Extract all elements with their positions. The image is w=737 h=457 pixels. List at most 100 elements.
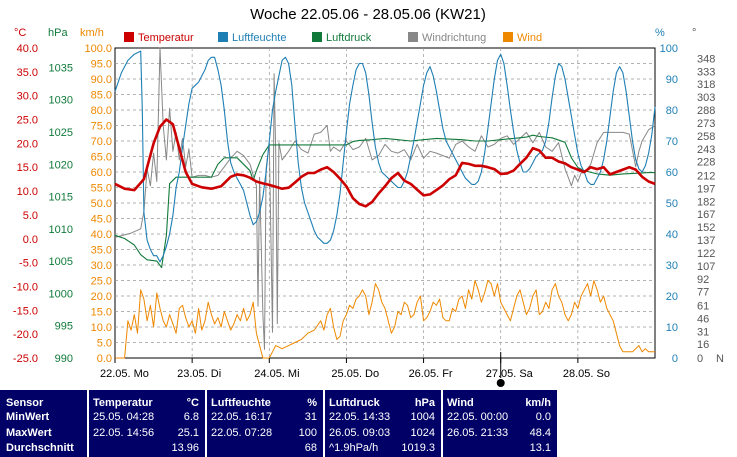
- direction-tick-10: 197: [697, 183, 715, 195]
- legend-swatch-1: [218, 32, 228, 42]
- stats-label-min: MinWert: [6, 411, 50, 423]
- pressure-tick-6: 1005: [49, 256, 73, 268]
- x-label-2: 24.05. Mi: [254, 368, 299, 380]
- humidity-tick-1: 90: [666, 74, 678, 86]
- x-label-1: 23.05. Di: [177, 368, 221, 380]
- wind-tick-9: 55.0: [91, 183, 112, 195]
- humidity-tick-5: 50: [666, 198, 678, 210]
- legend-label-4: Wind: [517, 32, 542, 44]
- temperature-tick-6: 10.0: [17, 186, 38, 198]
- direction-tick-14: 137: [697, 235, 715, 247]
- stats-pressure-trend: ^1.9hPa/h: [329, 442, 379, 454]
- stats-temperature-max-value: 25.1: [177, 427, 199, 439]
- stats-humidity-panel: Luftfeuchte% 22.05. 16:17 31 22.05. 07:28…: [207, 390, 323, 457]
- stats-wind-min-time: 22.05. 00:00: [447, 411, 509, 423]
- stats-temperature-title: Temperatur: [93, 397, 153, 409]
- wind-tick-19: 5.0: [97, 338, 112, 350]
- temperature-tick-9: -5.0: [19, 258, 38, 270]
- pressure-tick-5: 1010: [49, 224, 73, 236]
- humidity-tick-0: 100: [660, 43, 678, 55]
- humidity-tick-4: 60: [666, 167, 678, 179]
- direction-tick-1: 333: [697, 66, 715, 78]
- wind-tick-6: 70.0: [91, 136, 112, 148]
- direction-tick-13: 152: [697, 222, 715, 234]
- wind-tick-14: 30.0: [91, 260, 112, 272]
- stats-temperature-min-value: 6.8: [183, 411, 199, 423]
- stats-humidity-title: Luftfeuchte: [211, 397, 271, 409]
- stats-humidity-avg-value: 68: [304, 442, 317, 454]
- temperature-tick-8: 0.0: [23, 234, 38, 246]
- stats-pressure-min-time: 22.05. 14:33: [329, 411, 391, 423]
- wind-tick-18: 10.0: [91, 322, 112, 334]
- temperature-tick-12: -20.0: [13, 329, 38, 341]
- stats-pressure-avg-value: 1019.3: [401, 442, 435, 454]
- stats-humidity-min-time: 22.05. 16:17: [211, 411, 273, 423]
- stats-pressure-panel: Luftdruck hPa 22.05. 14:33 1004 26.05. 09:…: [325, 390, 441, 457]
- temperature-tick-5: 15.0: [17, 162, 38, 174]
- humidity-tick-9: 10: [666, 322, 678, 334]
- wind-tick-8: 60.0: [91, 167, 112, 179]
- legend-swatch-4: [503, 32, 513, 42]
- direction-tick-22: 16: [697, 339, 709, 351]
- legend-label-0: Temperatur: [138, 32, 194, 44]
- humidity-tick-8: 20: [666, 291, 678, 303]
- stats-pressure-title: Luftdruck: [329, 397, 380, 409]
- direction-tick-11: 182: [697, 196, 715, 208]
- series-temperatur: [114, 118, 656, 208]
- direction-tick-15: 122: [697, 248, 715, 260]
- legend-swatch-2: [312, 32, 322, 42]
- pressure-tick-4: 1015: [49, 192, 73, 204]
- stats-pressure-min-value: 1004: [410, 411, 435, 423]
- wind-tick-3: 85.0: [91, 90, 112, 102]
- wind-tick-2: 90.0: [91, 74, 112, 86]
- temperature-tick-3: 25.0: [17, 115, 38, 127]
- weather-chart: Woche 22.05.06 - 28.05.06 (KW21) Tempera…: [13, 6, 724, 387]
- wind-tick-5: 75.0: [91, 121, 112, 133]
- direction-tick-8: 228: [697, 157, 715, 169]
- direction-tick-6: 258: [697, 131, 715, 143]
- stats-wind-min-value: 0.0: [535, 411, 551, 423]
- wind-tick-0: 100.0: [84, 43, 112, 55]
- stats-label-max: MaxWert: [6, 427, 52, 439]
- direction-tick-7: 243: [697, 144, 715, 156]
- x-label-5: 27.05. Sa: [486, 368, 534, 380]
- temperature-tick-2: 30.0: [17, 91, 38, 103]
- stats-wind-max-value: 48.4: [529, 427, 551, 439]
- legend-label-2: Luftdruck: [326, 32, 372, 44]
- direction-tick-4: 288: [697, 105, 715, 117]
- unit-temperature: °C: [14, 27, 26, 39]
- unit-wind: km/h: [80, 27, 104, 39]
- wind-tick-7: 65.0: [91, 152, 112, 164]
- unit-humidity: %: [655, 27, 665, 39]
- stats-temperature-min-time: 25.05. 04:28: [93, 411, 155, 423]
- chart-title: Woche 22.05.06 - 28.05.06 (KW21): [250, 6, 486, 23]
- stats-sensor-panel: Sensor MinWert MaxWert Durchschnitt: [0, 390, 87, 457]
- pressure-tick-1: 1030: [49, 95, 73, 107]
- unit-direction: °: [692, 27, 696, 39]
- direction-tick-2: 318: [697, 79, 715, 91]
- gridlines: [115, 48, 655, 358]
- wind-tick-20: 0.0: [97, 353, 112, 365]
- humidity-tick-10: 0: [672, 353, 678, 365]
- stats-temperature-max-time: 22.05. 14:56: [93, 427, 155, 439]
- series-windrichtung: [114, 47, 656, 350]
- direction-tick-20: 46: [697, 313, 709, 325]
- stats-wind-panel: Wind km/h 22.05. 00:00 0.0 26.05. 21:33 48.…: [443, 390, 557, 457]
- pressure-tick-3: 1020: [49, 159, 73, 171]
- direction-tick-17: 92: [697, 274, 709, 286]
- direction-tick-23: 0: [697, 353, 703, 365]
- x-label-4: 26.05. Fr: [409, 368, 453, 380]
- pressure-tick-9: 990: [55, 353, 73, 365]
- temperature-tick-10: -10.0: [13, 281, 38, 293]
- temperature-tick-1: 35.0: [17, 67, 38, 79]
- series-luftdruck: [114, 134, 655, 269]
- x-label-0: 22.05. Mo: [100, 368, 149, 380]
- x-axis-labels: 22.05. Mo 23.05. Di 24.05. Mi 25.05. Do 26.0…: [100, 352, 610, 387]
- series-wind: [115, 280, 655, 359]
- direction-north-label: N: [716, 353, 724, 365]
- stats-wind-max-time: 26.05. 21:33: [447, 427, 509, 439]
- direction-tick-21: 31: [697, 326, 709, 338]
- stats-temperature-avg-value: 13.96: [171, 442, 199, 454]
- legend-swatch-3: [408, 32, 418, 42]
- wind-tick-11: 45.0: [91, 214, 112, 226]
